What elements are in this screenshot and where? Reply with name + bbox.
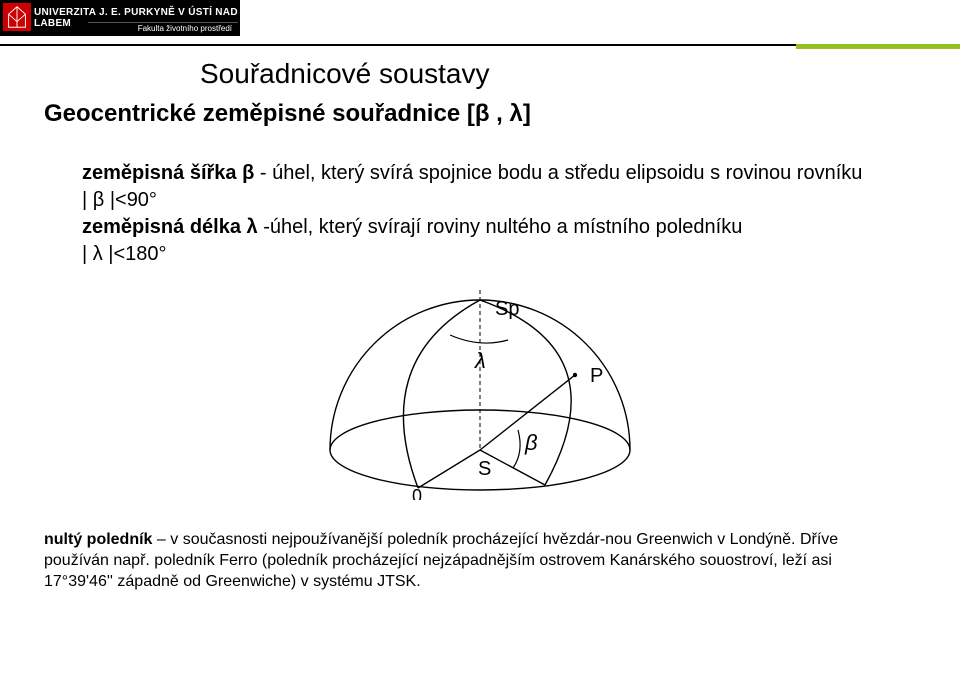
lon-desc: -úhel, který svírají roviny nultého a mí…	[258, 216, 743, 238]
page-root: UNIVERZITA J. E. PURKYNĚ V ÚSTÍ NAD LABE…	[0, 0, 960, 678]
footer-term: nultý poledník	[44, 531, 152, 548]
lon-term: zeměpisná délka λ	[82, 216, 258, 238]
accent-line	[0, 40, 960, 52]
lat-range: | β |<90°	[82, 187, 892, 214]
footer-rest: – v současnosti nejpoužívanější poledník…	[44, 531, 838, 590]
label-s: S	[478, 458, 491, 480]
label-beta: β	[524, 430, 538, 455]
accent-line-green	[796, 44, 960, 49]
label-p: P	[590, 365, 603, 387]
body-text: zeměpisná šířka β - úhel, který svírá sp…	[82, 160, 892, 268]
faculty-bar: Fakulta životního prostředí	[88, 22, 238, 34]
lon-range: | λ |<180°	[82, 241, 892, 268]
label-zero: 0	[412, 486, 422, 500]
label-sp: Sp	[495, 298, 519, 320]
label-lambda: λ	[474, 348, 486, 373]
lat-term: zeměpisná šířka β	[82, 162, 254, 184]
page-subtitle: Geocentrické zeměpisné souřadnice [β , λ…	[44, 100, 531, 128]
footer-note: nultý poledník – v současnosti nejpoužív…	[44, 530, 884, 592]
page-title: Souřadnicové soustavy	[200, 58, 490, 90]
coordinate-diagram: Sp P S 0 λ β	[300, 290, 660, 500]
university-logo	[2, 2, 32, 32]
lat-desc: - úhel, který svírá spojnice bodu a stře…	[254, 162, 862, 184]
